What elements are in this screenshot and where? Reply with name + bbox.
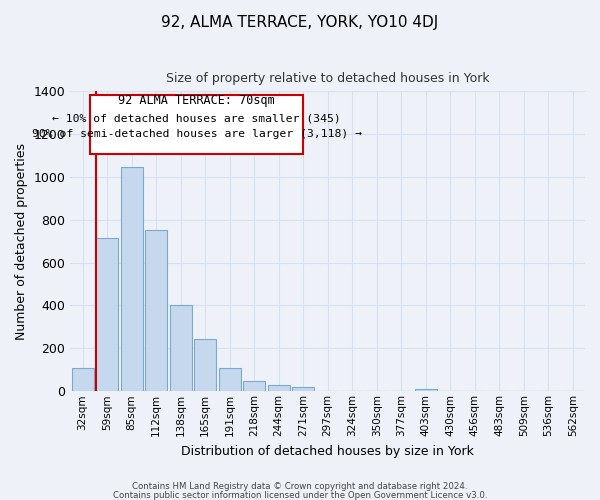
Bar xyxy=(243,380,265,392)
Text: Contains HM Land Registry data © Crown copyright and database right 2024.: Contains HM Land Registry data © Crown c… xyxy=(132,482,468,491)
Bar xyxy=(71,368,94,392)
Bar xyxy=(121,167,143,392)
Bar xyxy=(268,386,290,392)
Bar xyxy=(218,368,241,392)
Text: 92, ALMA TERRACE, YORK, YO10 4DJ: 92, ALMA TERRACE, YORK, YO10 4DJ xyxy=(161,15,439,30)
Text: ← 10% of detached houses are smaller (345): ← 10% of detached houses are smaller (34… xyxy=(52,113,341,123)
Text: 90% of semi-detached houses are larger (3,118) →: 90% of semi-detached houses are larger (… xyxy=(32,129,362,139)
Title: Size of property relative to detached houses in York: Size of property relative to detached ho… xyxy=(166,72,490,86)
Bar xyxy=(415,389,437,392)
X-axis label: Distribution of detached houses by size in York: Distribution of detached houses by size … xyxy=(181,444,474,458)
Text: Contains public sector information licensed under the Open Government Licence v3: Contains public sector information licen… xyxy=(113,490,487,500)
Y-axis label: Number of detached properties: Number of detached properties xyxy=(15,142,28,340)
Bar xyxy=(145,230,167,392)
Text: 92 ALMA TERRACE: 70sqm: 92 ALMA TERRACE: 70sqm xyxy=(118,94,275,107)
Bar xyxy=(170,306,191,392)
Bar xyxy=(96,238,118,392)
Bar xyxy=(292,386,314,392)
Bar xyxy=(194,338,216,392)
FancyBboxPatch shape xyxy=(90,95,303,154)
